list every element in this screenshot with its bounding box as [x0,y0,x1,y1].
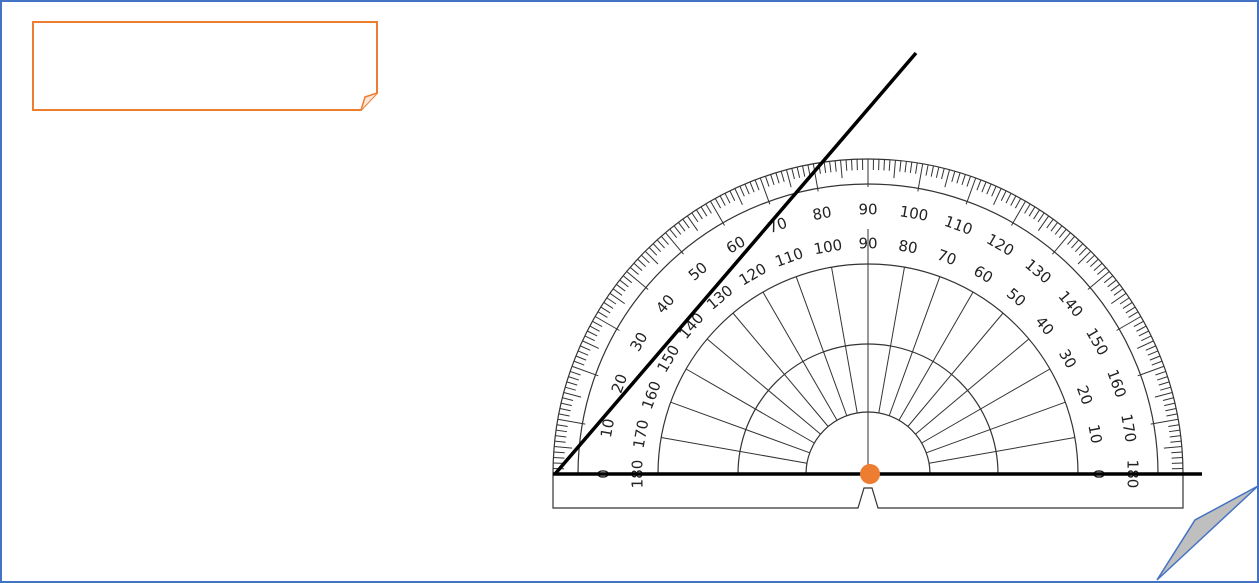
diagram: 0102030405060708090100110120130140150160… [0,0,1259,583]
note-box [33,22,377,110]
inner-scale-label: 10 [1084,423,1105,445]
inner-scale-label: 90 [858,235,877,253]
vertex-dot [860,464,880,484]
degree-tick [884,159,885,170]
inner-scale-label: 80 [897,236,919,257]
degree-tick [553,458,564,459]
outer-scale-label: 80 [811,203,833,224]
degree-tick [852,159,853,170]
outer-scale-label: 90 [858,201,877,219]
degree-tick [1172,458,1183,459]
